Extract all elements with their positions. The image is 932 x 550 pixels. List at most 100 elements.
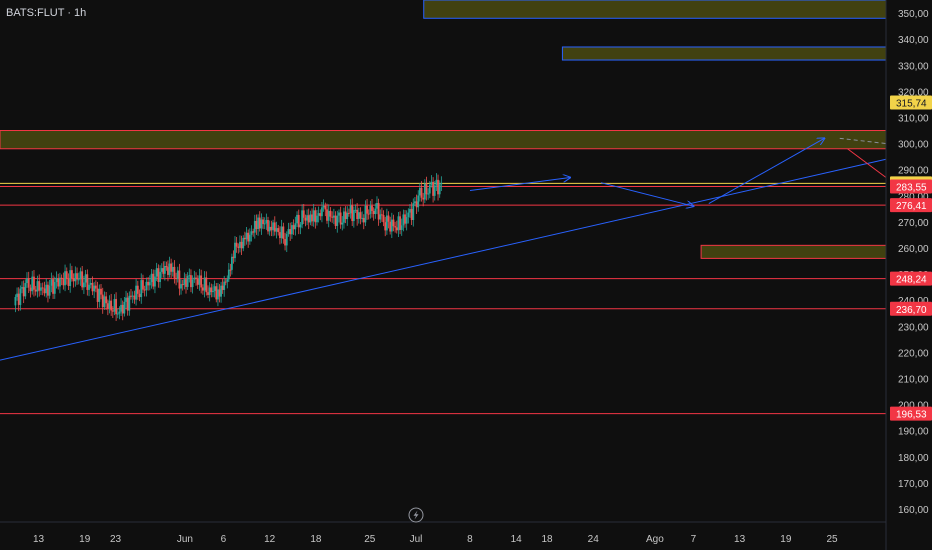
candle-body [275, 228, 278, 232]
price-tick-label: 350,00 [898, 9, 929, 20]
price-tick-label: 240,00 [898, 296, 929, 307]
price-tick-label: 280,00 [898, 192, 929, 203]
candle-body [432, 181, 434, 196]
candle-body [257, 217, 259, 230]
candle-body [312, 210, 315, 222]
candle-body [282, 226, 285, 239]
trendline [0, 158, 887, 361]
candle-body [317, 213, 320, 216]
candle-body [438, 184, 441, 195]
candle-body [366, 205, 368, 214]
candle-body [71, 270, 73, 279]
candle-body [384, 222, 387, 231]
candle-body [229, 269, 232, 271]
candle-body [14, 297, 17, 306]
candle-body [96, 288, 99, 302]
candle-body [331, 216, 334, 218]
candle-body [402, 214, 405, 226]
candle-body [351, 205, 354, 222]
time-tick-label: 19 [79, 534, 91, 545]
candle-body [31, 276, 34, 292]
candle-body [43, 288, 46, 294]
candle-body [420, 187, 423, 198]
candle-body [299, 224, 302, 228]
candle-body [343, 211, 345, 223]
candle-body [125, 297, 127, 302]
price-tick-label: 190,00 [898, 427, 929, 438]
candle-body [159, 271, 161, 283]
candle-body [224, 281, 227, 283]
zone-rect [0, 130, 887, 150]
candle-body [239, 241, 241, 248]
price-tick-label: 160,00 [898, 505, 929, 516]
candle-body [116, 313, 119, 315]
candle-body [235, 242, 238, 247]
candle-body [121, 304, 124, 314]
candle-body [196, 279, 199, 285]
candle-body [287, 229, 290, 235]
candle-body [167, 267, 169, 275]
candle-body [285, 234, 288, 246]
candle-body [268, 226, 271, 232]
candle-body [364, 205, 367, 223]
candle-body [88, 284, 90, 290]
candle-body [201, 287, 204, 291]
candle-body [110, 300, 113, 311]
candle-body [262, 219, 264, 224]
candle-body [86, 274, 89, 290]
candle-body [193, 277, 196, 280]
candle-body [270, 226, 273, 231]
candle-body [128, 295, 131, 311]
trendline [847, 148, 887, 178]
candle-body [150, 273, 153, 283]
candle-body [376, 203, 378, 209]
zone-rect [561, 46, 887, 61]
candle-body [250, 231, 253, 235]
candle-body [24, 283, 27, 297]
candle-body [381, 214, 383, 216]
candle-body [115, 299, 118, 315]
candle-body [16, 293, 18, 298]
candle-body [247, 232, 250, 242]
candle-body [152, 273, 155, 287]
candle-body [349, 205, 352, 214]
candle-body [181, 284, 184, 286]
candle-body [62, 278, 65, 286]
candle-body [435, 179, 438, 186]
candle-body [410, 208, 413, 221]
candle-body [17, 293, 20, 305]
price-tick-label: 300,00 [898, 140, 929, 151]
candle-body [279, 232, 281, 239]
candle-body [126, 297, 129, 311]
candle-body [120, 304, 122, 312]
candle-body [34, 289, 37, 292]
candle-body [258, 217, 261, 229]
candle-body [344, 211, 347, 220]
current-price-badge-bg [890, 95, 932, 110]
candle-body [218, 289, 221, 297]
price-tick-label: 230,00 [898, 322, 929, 333]
symbol-label: BATS:FLUT · 1h [6, 7, 87, 19]
candle-body [53, 282, 56, 294]
price-tick-label: 270,00 [898, 218, 929, 229]
current-price-badge: 315,74 [896, 98, 927, 109]
candle-body [203, 277, 206, 291]
candle-body [354, 209, 357, 211]
candle-body [289, 229, 292, 235]
projection-arrow [600, 182, 693, 206]
candle-body [98, 288, 101, 302]
candle-body [284, 238, 286, 246]
candle-body [217, 289, 219, 300]
level-price-badge-bg [890, 301, 932, 316]
candle-body [221, 285, 224, 290]
candle-body [103, 296, 106, 308]
candle-body [72, 278, 75, 282]
candle-body [191, 279, 194, 288]
price-tick-label: 200,00 [898, 401, 929, 412]
candle-body [417, 195, 420, 208]
candle-body [101, 294, 104, 308]
candle-body [173, 266, 176, 279]
candle-body [52, 279, 54, 294]
